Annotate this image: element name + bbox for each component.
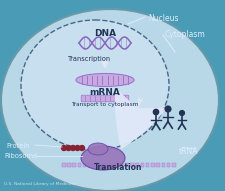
Ellipse shape bbox=[1, 9, 219, 191]
Text: Nucleus: Nucleus bbox=[148, 14, 178, 23]
Ellipse shape bbox=[76, 74, 134, 87]
Text: U.S. National Library of Medicine: U.S. National Library of Medicine bbox=[4, 182, 75, 186]
Circle shape bbox=[70, 146, 76, 151]
Bar bbox=[146, 163, 149, 167]
Ellipse shape bbox=[81, 146, 125, 170]
Bar bbox=[62, 163, 65, 167]
Text: DNA: DNA bbox=[94, 29, 116, 38]
Ellipse shape bbox=[88, 143, 108, 155]
Bar bbox=[99, 163, 102, 167]
Bar bbox=[130, 163, 134, 167]
Text: tRNA: tRNA bbox=[178, 147, 198, 156]
Ellipse shape bbox=[21, 20, 169, 150]
Circle shape bbox=[66, 146, 71, 151]
Bar bbox=[93, 163, 97, 167]
Bar bbox=[67, 163, 71, 167]
Bar bbox=[78, 163, 81, 167]
Text: Protein: Protein bbox=[6, 143, 29, 149]
Bar bbox=[135, 163, 139, 167]
Text: Ribosome: Ribosome bbox=[4, 153, 37, 159]
Circle shape bbox=[79, 146, 85, 151]
Text: Translation: Translation bbox=[94, 163, 142, 172]
Text: Cytoplasm: Cytoplasm bbox=[165, 30, 206, 39]
Bar bbox=[114, 163, 118, 167]
Bar bbox=[83, 163, 86, 167]
Bar bbox=[125, 163, 128, 167]
Bar bbox=[172, 163, 176, 167]
Bar bbox=[88, 163, 92, 167]
Text: Transport to cytoplasm: Transport to cytoplasm bbox=[71, 102, 139, 107]
Bar bbox=[162, 163, 165, 167]
Circle shape bbox=[180, 111, 184, 115]
FancyBboxPatch shape bbox=[81, 95, 129, 102]
Circle shape bbox=[165, 106, 171, 112]
Circle shape bbox=[153, 109, 159, 115]
Bar bbox=[120, 163, 123, 167]
Bar bbox=[156, 163, 160, 167]
Circle shape bbox=[61, 146, 67, 151]
Bar bbox=[104, 163, 107, 167]
Bar bbox=[109, 163, 113, 167]
Bar bbox=[167, 163, 170, 167]
Text: mRNA: mRNA bbox=[90, 88, 120, 97]
Bar bbox=[151, 163, 155, 167]
Bar bbox=[72, 163, 76, 167]
Circle shape bbox=[75, 146, 80, 151]
Bar bbox=[64, 146, 82, 150]
Text: Transcription: Transcription bbox=[68, 56, 111, 62]
Bar bbox=[141, 163, 144, 167]
FancyArrowPatch shape bbox=[115, 88, 167, 149]
